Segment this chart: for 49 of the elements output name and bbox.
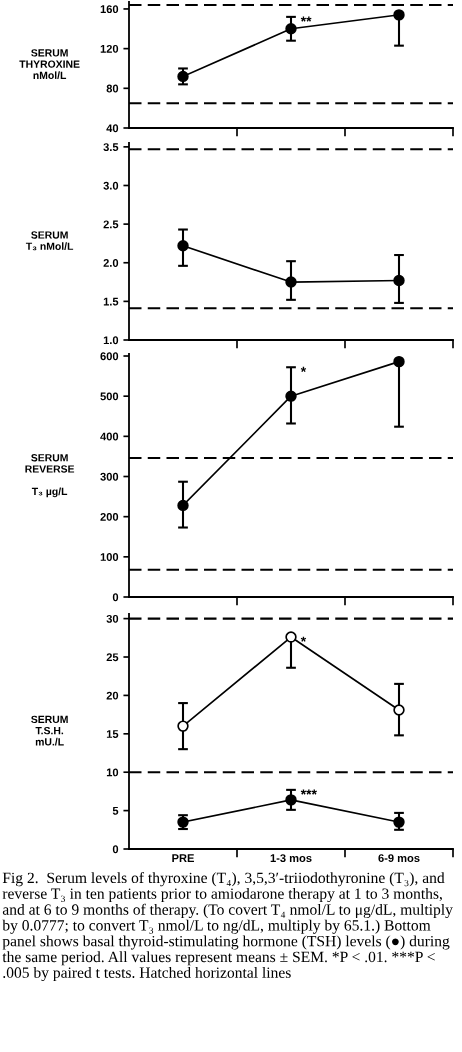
y-tick-label: 40 [106,124,119,133]
y-axis-title: SERUM T₃ nMol/L [25,231,74,251]
text: SERUM REVERSE T₃ µg/L [25,454,75,498]
point [285,276,297,288]
y-tick-label: 1.5 [103,297,119,306]
point [285,794,297,806]
point [177,720,189,732]
point [393,355,405,368]
y-tick-label: 30 [106,614,119,623]
y-tick-label: 25 [106,653,119,662]
point [393,816,405,828]
y-tick-label: 20 [106,691,119,700]
y-tick-label: 0 [112,593,119,602]
y-axis-title: SERUM THYROXINE nMol/L [19,49,80,80]
y-tick-label: 80 [106,84,119,93]
y-tick-label: 600 [100,352,119,361]
caption: Fig 2. Serum levels of thyroxine (T₄), 3,5,3′-triiodothyronine (T₃), and reverse T₃ in ten patients prior to amiodarone therapy at 1 to 3 months, and at 6 to 9 months of therapy. (To covert T₄ nmol/L to μg/dL, multiply by 0.0777; to convert T₃ nmol/L to ng/dL, multiply by 65.1.) Bottom panel shows basal thyroid-stimulating hormone (TSH) levels (●) during the same period. All values represent means ± SEM. *P < .01. ***P < .005 by paired t tests. Hatched horizontal lines [2,872,453,982]
y-axis-title: SERUM T.S.H. mU./L [31,715,68,746]
x-tick-label: 6-9 mos [378,854,420,863]
x-tick-label: PRE [172,854,194,862]
y-tick-label: 100 [100,553,119,561]
y-tick-label: 1.0 [103,336,119,345]
y-tick-label: 300 [100,472,119,481]
y-tick-label: 5 [112,806,119,815]
y-tick-label: 120 [100,44,119,53]
y-tick-label: 160 [100,5,119,14]
point [285,631,297,643]
y-tick-label: 200 [100,512,119,521]
point [393,9,405,21]
point [285,23,297,35]
x-tick-label: 1-3 mos [270,854,312,863]
y-tick-label: 10 [106,768,119,777]
y-tick-label: 15 [106,730,119,738]
annotation: *** [300,789,317,795]
point [177,499,189,512]
point [285,390,297,402]
y-tick-label: 400 [100,432,119,441]
annotation: ** [300,16,312,22]
y-tick-label: 3.0 [103,181,119,190]
y-tick-label: 3.5 [103,143,119,152]
y-tick-label: 0 [112,845,119,854]
annotation: * [300,366,307,373]
point [177,240,189,252]
y-tick-label: 2.0 [103,259,119,267]
point [393,274,405,287]
y-tick-label: 500 [100,392,119,401]
point [393,704,405,716]
y-tick-label: 2.5 [103,220,119,229]
annotation: * [300,636,307,642]
